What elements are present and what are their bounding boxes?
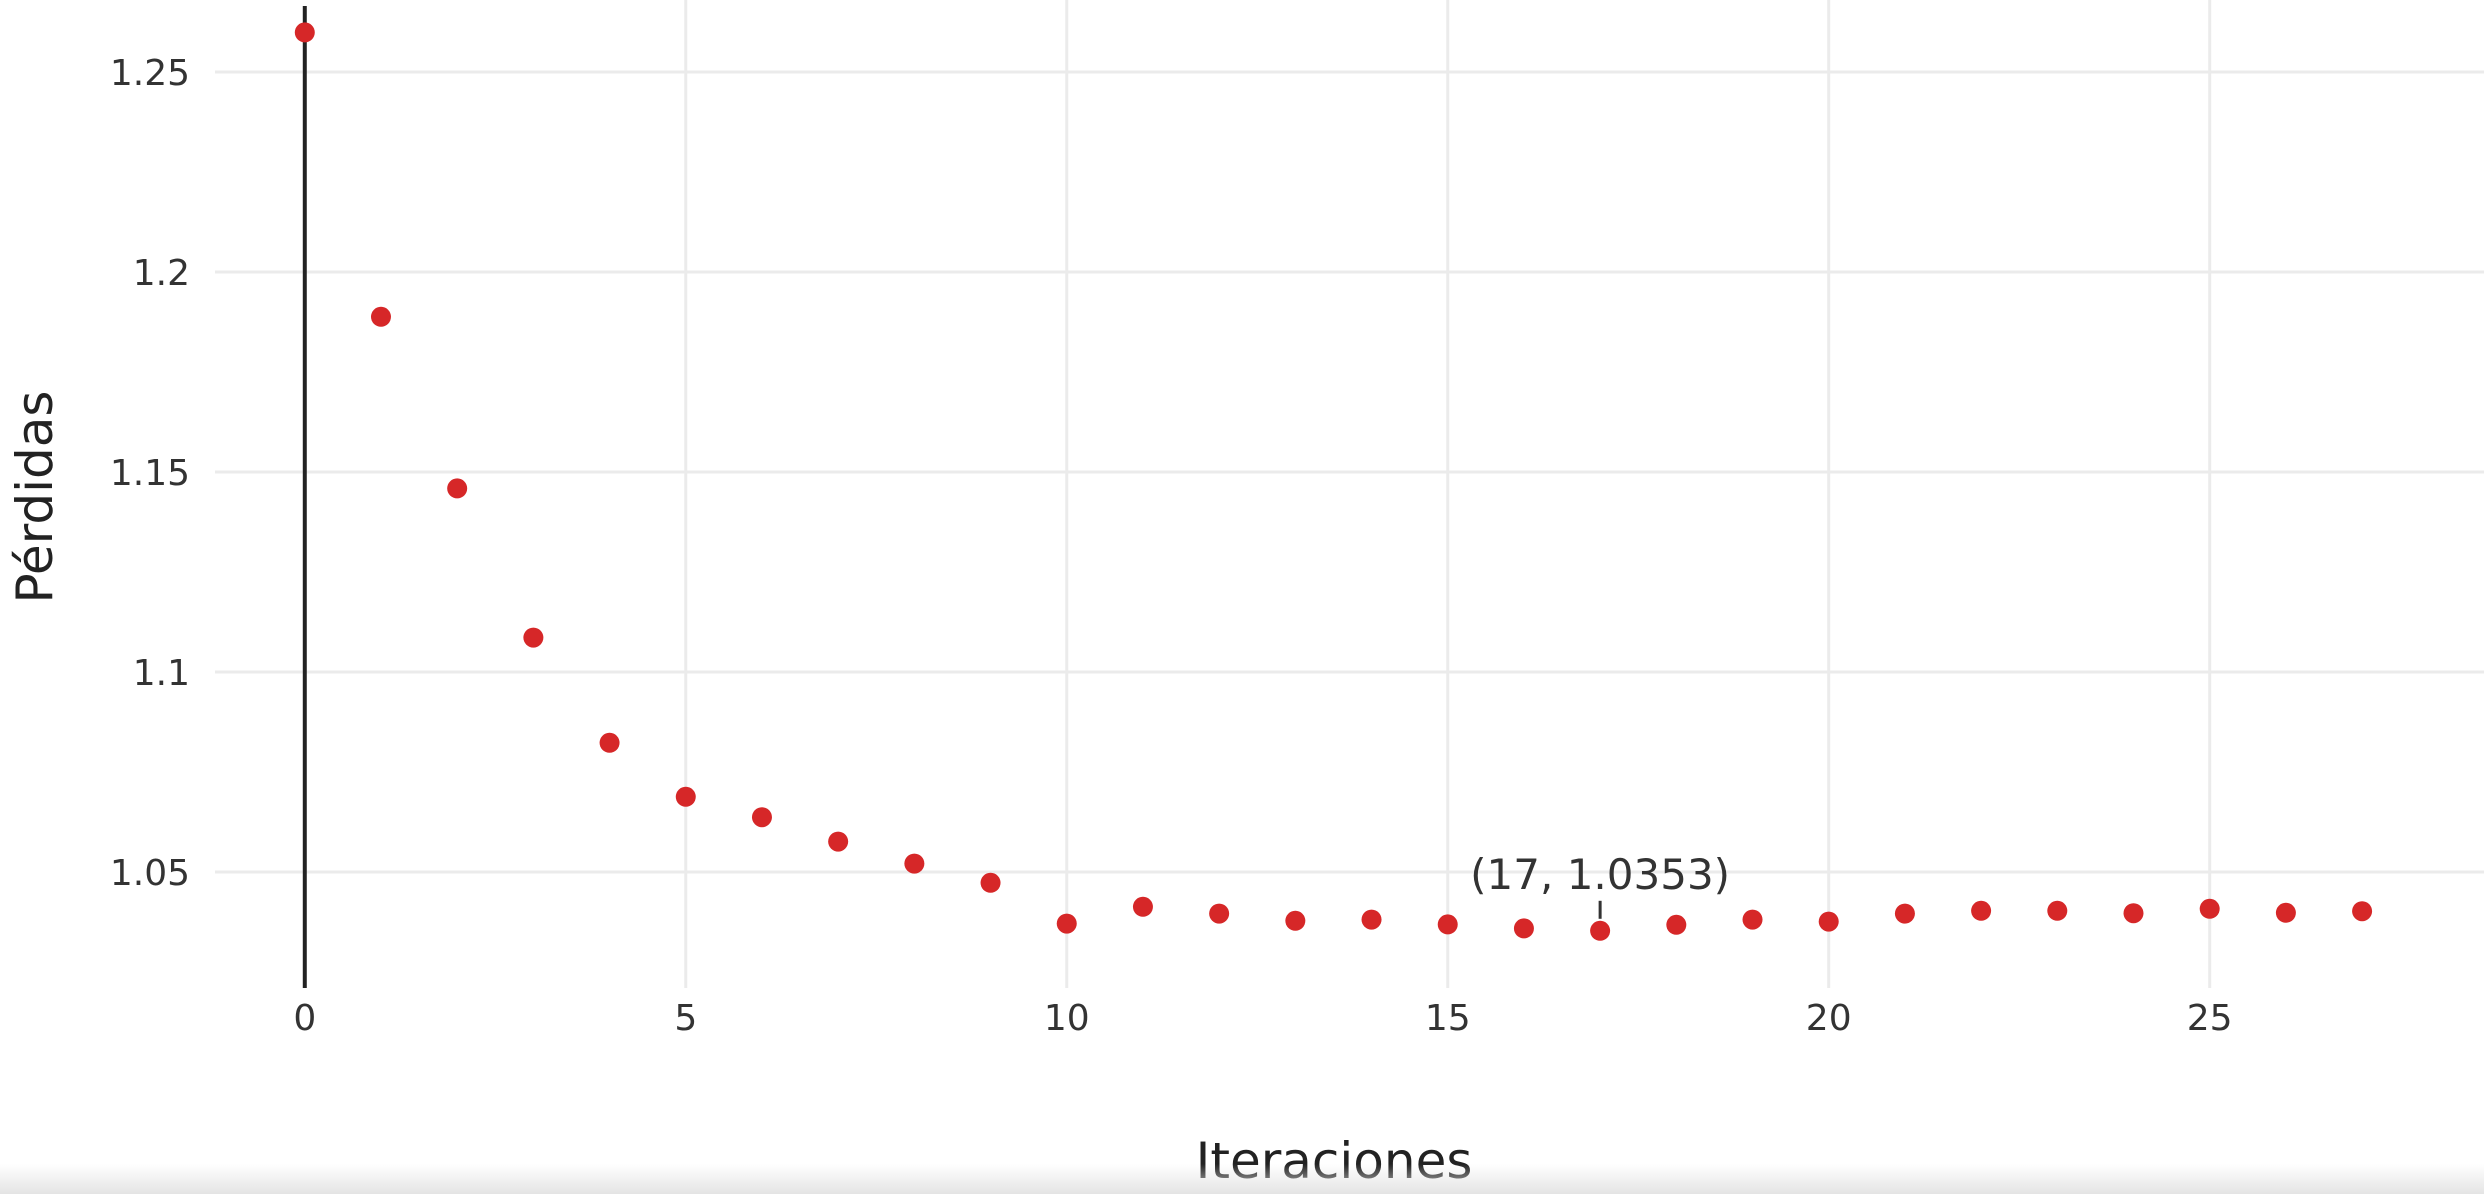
data-point[interactable] (1894, 903, 1915, 924)
data-point[interactable] (447, 478, 468, 499)
data-point[interactable] (980, 872, 1001, 893)
y-tick-label: 1.05 (110, 853, 190, 894)
annotation-label: (17, 1.0353) (1470, 850, 1730, 899)
data-point[interactable] (2199, 898, 2220, 919)
data-point[interactable] (675, 786, 696, 807)
data-point[interactable] (1132, 896, 1153, 917)
data-point[interactable] (904, 853, 925, 874)
data-point[interactable] (1056, 913, 1077, 934)
data-points-layer (294, 22, 2373, 941)
x-tick-label: 10 (1044, 998, 1090, 1039)
tick-label-layer: 1.05 1.1 1.15 1.2 1.25 0 5 10 15 20 25 (110, 53, 2233, 1039)
annotation-layer: (17, 1.0353) (1470, 850, 1730, 919)
x-tick-label: 15 (1425, 998, 1471, 1039)
data-point[interactable] (1209, 903, 1230, 924)
data-point[interactable] (1818, 911, 1839, 932)
data-point[interactable] (1666, 914, 1687, 935)
data-point[interactable] (294, 22, 315, 43)
x-tick-label: 25 (2187, 998, 2233, 1039)
y-axis-title: Pérdidas (6, 391, 64, 604)
data-point[interactable] (1437, 914, 1458, 935)
data-point[interactable] (1513, 918, 1534, 939)
grid-layer (215, 0, 2484, 988)
data-point[interactable] (1285, 910, 1306, 931)
x-tick-label: 0 (293, 998, 316, 1039)
x-tick-label: 20 (1806, 998, 1852, 1039)
data-point[interactable] (523, 627, 544, 648)
y-tick-label: 1.25 (110, 53, 190, 94)
data-point[interactable] (1742, 909, 1763, 930)
data-point[interactable] (599, 732, 620, 753)
y-tick-label: 1.15 (110, 453, 190, 494)
y-tick-label: 1.2 (133, 253, 190, 294)
data-point[interactable] (2352, 901, 2373, 922)
data-point[interactable] (1361, 909, 1382, 930)
y-tick-label: 1.1 (133, 653, 190, 694)
data-point[interactable] (370, 306, 391, 327)
data-point[interactable] (1971, 900, 1992, 921)
data-point[interactable] (2123, 903, 2144, 924)
data-point[interactable] (828, 831, 849, 852)
data-point[interactable] (2275, 902, 2296, 923)
data-point[interactable] (2047, 900, 2068, 921)
data-point[interactable] (1590, 920, 1611, 941)
x-tick-label: 5 (674, 998, 697, 1039)
data-point[interactable] (751, 807, 772, 828)
bottom-shadow (0, 1164, 2484, 1194)
